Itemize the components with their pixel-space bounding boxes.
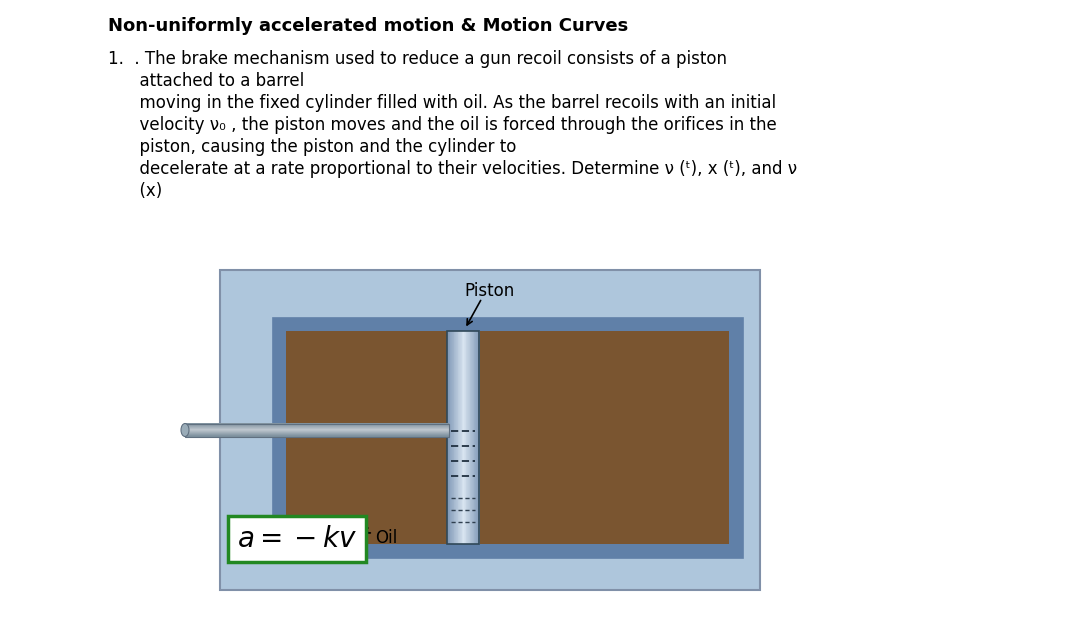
Bar [451,331,453,544]
Text: Oil: Oil [375,529,397,547]
Bar [185,427,449,428]
Text: 1.  . The brake mechanism used to reduce a gun recoil consists of a piston: 1. . The brake mechanism used to reduce … [108,50,727,68]
Bar [463,331,464,544]
Bar [185,425,449,426]
Bar [470,331,471,544]
Bar [449,331,450,544]
Bar [185,433,449,434]
Bar [185,429,449,430]
Bar [280,325,735,550]
Bar [460,331,461,544]
Bar [472,331,473,544]
Bar [461,331,463,544]
Bar [220,270,760,590]
Bar [467,331,468,544]
Ellipse shape [181,424,189,436]
Bar [458,331,459,544]
Text: decelerate at a rate proportional to their velocities. Determine ν (ᵗ), x (ᵗ), a: decelerate at a rate proportional to the… [108,160,797,178]
Bar [453,331,454,544]
Bar [185,424,449,436]
Bar [185,428,449,429]
Bar [476,331,477,544]
Bar [450,331,451,544]
Bar [459,331,460,544]
Bar [468,331,469,544]
Bar [468,331,470,544]
Text: attached to a barrel: attached to a barrel [108,72,305,90]
Bar [464,331,465,544]
Bar [185,427,449,428]
Bar [455,331,456,544]
Bar [185,432,449,433]
Bar [447,331,480,544]
Bar [185,429,449,430]
Bar [453,331,454,544]
Text: Piston: Piston [464,282,515,300]
Bar [464,331,467,544]
Bar [458,331,460,544]
Bar [185,435,449,436]
Bar [456,331,457,544]
Bar [185,428,449,429]
Bar [228,516,366,562]
Bar [462,331,463,544]
Bar [185,430,449,431]
Bar [469,331,470,544]
Bar [185,423,449,424]
Bar [474,331,475,544]
Bar [185,431,449,432]
Bar [185,426,449,427]
Bar [471,331,472,544]
Bar [465,331,467,544]
Bar [478,331,480,544]
Bar [457,331,458,544]
Bar [185,432,449,433]
Bar [185,434,449,436]
Bar [474,331,475,544]
Text: moving in the fixed cylinder filled with oil. As the barrel recoils with an init: moving in the fixed cylinder filled with… [108,94,777,112]
Bar [185,431,449,432]
Bar [286,331,729,544]
Bar [454,331,455,544]
Bar [477,331,478,544]
Bar [185,426,449,427]
Text: velocity ν₀ , the piston moves and the oil is forced through the orifices in the: velocity ν₀ , the piston moves and the o… [108,116,777,134]
Bar [455,331,457,544]
Text: piston, causing the piston and the cylinder to: piston, causing the piston and the cylin… [108,138,516,156]
Bar [185,434,449,435]
Text: (x): (x) [108,182,162,200]
Bar [185,430,449,431]
Bar [471,331,473,544]
Bar [185,424,449,425]
Text: Non-uniformly accelerated motion & Motion Curves: Non-uniformly accelerated motion & Motio… [108,17,629,35]
Bar [473,331,474,544]
Bar [185,433,449,434]
Bar [461,331,462,544]
Bar [476,331,478,544]
Bar [448,331,449,544]
Bar [449,331,451,544]
Bar [475,331,476,544]
Bar [447,331,448,544]
Text: $a = -kv$: $a = -kv$ [237,525,357,553]
Bar [185,424,449,426]
